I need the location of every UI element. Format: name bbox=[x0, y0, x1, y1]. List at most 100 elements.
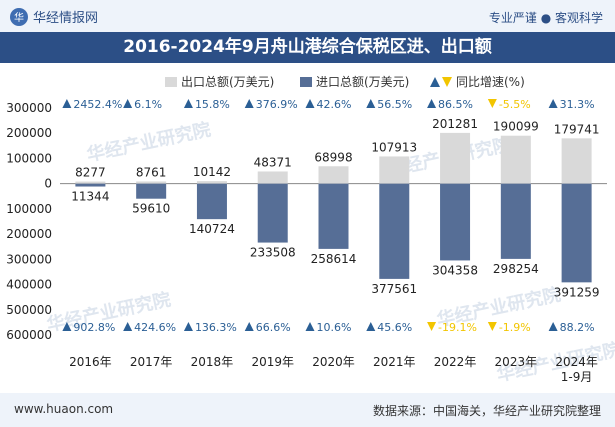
import-bar bbox=[500, 183, 531, 259]
y-tick-label: 400000 bbox=[6, 278, 52, 292]
import-yoy-label: 136.3% bbox=[195, 321, 237, 334]
export-value-label: 68998 bbox=[314, 150, 352, 164]
yoy-up-triangle-icon bbox=[183, 99, 193, 108]
import-value-label: 59610 bbox=[132, 202, 170, 216]
legend-down-triangle-icon bbox=[442, 77, 452, 87]
export-bar bbox=[440, 132, 471, 184]
import-value-label: 140724 bbox=[189, 222, 235, 236]
brand-name: 华经情报网 bbox=[33, 11, 99, 26]
import-bar bbox=[136, 183, 167, 199]
yoy-up-triangle-icon bbox=[548, 99, 558, 108]
import-value-label: 11344 bbox=[71, 190, 109, 204]
export-value-label: 10142 bbox=[193, 165, 231, 179]
export-value-label: 190099 bbox=[493, 120, 539, 134]
import-yoy-label: 88.2% bbox=[560, 321, 595, 334]
chart-svg: 华经产业研究院华经产业研究院华经产业研究院华经产业研究院华经产业研究院 出口总额… bbox=[6, 75, 615, 386]
legend-yoy-label: 同比增速(%) bbox=[456, 75, 525, 89]
x-tick-label: 2016年 bbox=[69, 355, 112, 369]
export-value-label: 8761 bbox=[136, 165, 167, 179]
yoy-up-triangle-icon bbox=[305, 99, 315, 108]
yoy-up-triangle-icon bbox=[123, 322, 133, 331]
x-tick-label: 2020年 bbox=[312, 355, 355, 369]
y-tick-label: 500000 bbox=[6, 303, 52, 317]
import-bar bbox=[257, 183, 288, 243]
y-tick-label: 200000 bbox=[6, 126, 52, 140]
import-yoy-label: -1.9% bbox=[499, 321, 531, 334]
yoy-down-triangle-icon bbox=[487, 99, 497, 108]
export-value-label: 8277 bbox=[75, 166, 106, 180]
import-bar bbox=[561, 183, 592, 283]
yoy-up-triangle-icon bbox=[123, 99, 133, 108]
export-yoy-label: 6.1% bbox=[134, 98, 162, 111]
yoy-up-triangle-icon bbox=[62, 322, 72, 331]
yoy-up-triangle-icon bbox=[366, 322, 376, 331]
x-tick-label: 2022年 bbox=[434, 355, 477, 369]
x-tick-label: 2018年 bbox=[191, 355, 234, 369]
export-value-label: 201281 bbox=[432, 117, 478, 131]
export-yoy-label: 15.8% bbox=[195, 98, 230, 111]
export-bar bbox=[136, 181, 167, 184]
yoy-up-triangle-icon bbox=[548, 322, 558, 331]
x-tick-label: 2017年 bbox=[130, 355, 173, 369]
yoy-up-triangle-icon bbox=[244, 99, 254, 108]
y-tick-label: 600000 bbox=[6, 328, 52, 342]
legend-up-triangle-icon bbox=[430, 77, 440, 87]
import-value-label: 298254 bbox=[493, 262, 539, 276]
yoy-down-triangle-icon bbox=[487, 322, 497, 331]
export-bar bbox=[75, 181, 106, 184]
export-yoy-label: -5.5% bbox=[499, 98, 531, 111]
yoy-down-triangle-icon bbox=[427, 322, 437, 331]
import-yoy-label: 45.6% bbox=[377, 321, 412, 334]
brand[interactable]: 华 华经情报网 bbox=[10, 7, 98, 26]
export-bar bbox=[257, 171, 288, 184]
export-value-label: 107913 bbox=[371, 140, 417, 154]
import-bar bbox=[196, 183, 227, 220]
y-tick-label: 0 bbox=[44, 177, 52, 191]
data-source: 数据来源：中国海关，华经产业研究院整理 bbox=[372, 404, 601, 418]
yoy-up-triangle-icon bbox=[427, 99, 437, 108]
import-bar bbox=[440, 183, 471, 261]
x-tick-label: 1-9月 bbox=[561, 370, 593, 384]
import-yoy-label: 10.6% bbox=[317, 321, 352, 334]
import-value-label: 233508 bbox=[250, 246, 296, 260]
export-value-label: 48371 bbox=[254, 155, 292, 169]
y-tick-label: 300000 bbox=[6, 252, 52, 266]
x-tick-label: 2021年 bbox=[373, 355, 416, 369]
yoy-up-triangle-icon bbox=[305, 322, 315, 331]
export-yoy-label: 376.9% bbox=[256, 98, 298, 111]
slogan: 专业严谨 ● 客观科学 bbox=[488, 11, 603, 25]
brand-logo-icon: 华 bbox=[10, 7, 28, 26]
export-yoy-label: 86.5% bbox=[438, 98, 473, 111]
legend-export-swatch bbox=[165, 77, 177, 87]
legend-import-swatch bbox=[300, 77, 312, 87]
import-yoy-label: 66.6% bbox=[256, 321, 291, 334]
export-bar bbox=[561, 138, 592, 184]
import-yoy-label: -19.1% bbox=[438, 321, 477, 334]
x-tick-label: 2023年 bbox=[495, 355, 538, 369]
import-bar bbox=[318, 183, 349, 249]
export-value-label: 179741 bbox=[554, 122, 600, 136]
import-value-label: 304358 bbox=[432, 263, 478, 277]
export-bar bbox=[500, 135, 531, 184]
import-yoy-label: 424.6% bbox=[134, 321, 176, 334]
website-link[interactable]: www.huaon.com bbox=[14, 402, 114, 416]
y-tick-label: 100000 bbox=[6, 151, 52, 165]
legend-export-label: 出口总额(万美元) bbox=[181, 75, 274, 89]
import-bar bbox=[379, 183, 410, 279]
import-yoy-label: 902.8% bbox=[73, 321, 115, 334]
export-bar bbox=[318, 166, 349, 184]
export-bar bbox=[379, 156, 410, 184]
y-tick-label: 100000 bbox=[6, 202, 52, 216]
top-bar: 华 华经情报网 专业严谨 ● 客观科学 bbox=[0, 0, 615, 32]
footer: www.huaon.com 数据来源：中国海关，华经产业研究院整理 bbox=[0, 393, 615, 427]
export-bar bbox=[196, 181, 227, 184]
export-yoy-label: 56.5% bbox=[377, 98, 412, 111]
yoy-up-triangle-icon bbox=[62, 99, 72, 108]
y-tick-label: 300000 bbox=[6, 101, 52, 115]
export-yoy-label: 42.6% bbox=[317, 98, 352, 111]
yoy-up-triangle-icon bbox=[366, 99, 376, 108]
import-value-label: 391259 bbox=[554, 285, 600, 299]
export-yoy-label: 31.3% bbox=[560, 98, 595, 111]
import-value-label: 377561 bbox=[371, 282, 417, 296]
